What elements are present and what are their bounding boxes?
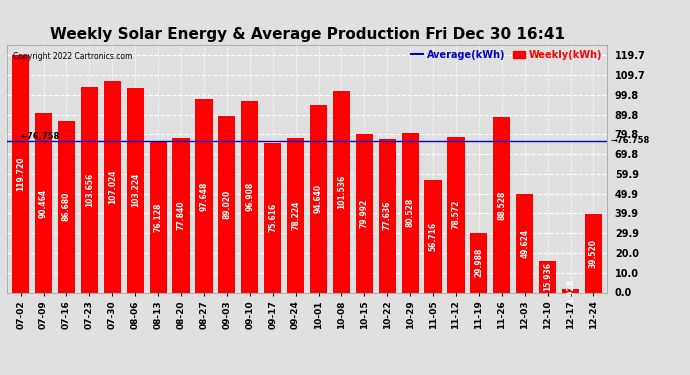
Bar [81,87,98,292]
Text: 1.928: 1.928 [566,279,575,303]
Bar [471,233,487,292]
Title: Weekly Solar Energy & Average Production Fri Dec 30 16:41: Weekly Solar Energy & Average Production… [50,27,564,42]
Text: 89.020: 89.020 [222,190,231,219]
Text: 80.528: 80.528 [406,198,415,227]
Text: 103.224: 103.224 [130,173,139,207]
Bar [379,139,396,292]
Text: 49.624: 49.624 [520,229,529,258]
Text: 78.224: 78.224 [291,200,300,230]
Text: 78.572: 78.572 [451,200,460,230]
Bar [12,56,29,292]
Bar [539,261,556,292]
Text: 77.840: 77.840 [177,201,186,230]
Text: 15.936: 15.936 [543,262,552,291]
Text: 77.636: 77.636 [383,201,392,230]
Bar [150,142,167,292]
Bar [447,137,464,292]
Bar [562,289,579,292]
Bar [585,214,602,292]
Bar [241,100,258,292]
Text: Copyright 2022 Cartronics.com: Copyright 2022 Cartronics.com [13,53,132,62]
Bar [516,194,533,292]
Bar [35,113,52,292]
Bar [424,180,442,292]
Text: 103.656: 103.656 [85,173,94,207]
Text: 29.988: 29.988 [475,248,484,278]
Bar [127,88,144,292]
Bar [333,92,350,292]
Text: 119.720: 119.720 [16,157,25,191]
Bar [195,99,213,292]
Text: 97.648: 97.648 [199,181,208,210]
Text: 79.992: 79.992 [359,199,369,228]
Text: 39.520: 39.520 [589,239,598,268]
Text: 90.464: 90.464 [39,188,48,218]
Bar [172,138,190,292]
Text: 86.680: 86.680 [62,192,71,221]
Text: 56.716: 56.716 [428,222,437,251]
Bar [310,105,327,292]
Text: ←76.758: ←76.758 [21,132,60,141]
Text: →76.758: →76.758 [610,136,649,145]
Text: 76.128: 76.128 [154,202,163,232]
Bar [104,81,121,292]
Text: 101.536: 101.536 [337,175,346,209]
Text: 107.024: 107.024 [108,169,117,204]
Bar [356,134,373,292]
Bar [493,117,511,292]
Bar [287,138,304,292]
Text: 94.640: 94.640 [314,184,323,213]
Bar [264,143,282,292]
Bar [402,133,419,292]
Text: 96.908: 96.908 [245,182,255,211]
Bar [58,121,75,292]
Text: 75.616: 75.616 [268,203,277,232]
Text: 88.528: 88.528 [497,190,506,219]
Legend: Average(kWh), Weekly(kWh): Average(kWh), Weekly(kWh) [411,50,602,60]
Bar [218,116,235,292]
